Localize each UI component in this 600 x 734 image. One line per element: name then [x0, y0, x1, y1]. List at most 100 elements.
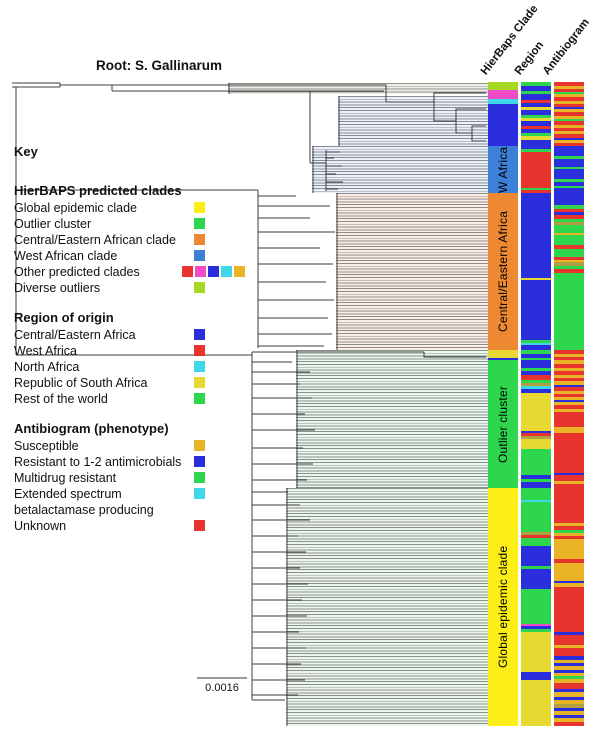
antibiogram-segment [554, 273, 584, 350]
antibiogram-segment [554, 394, 584, 397]
legend-swatch [221, 266, 232, 277]
antibiogram-segment [554, 645, 584, 648]
legend-swatches [194, 202, 205, 213]
tree-tips-band [286, 488, 488, 726]
track-antibiogram [554, 82, 584, 726]
legend: Key HierBAPS predicted clades Global epid… [14, 144, 270, 546]
antibiogram-segment [554, 101, 584, 104]
antibiogram-segment [554, 368, 584, 371]
antibiogram-segment [554, 109, 584, 112]
region-segment [521, 188, 551, 190]
legend-swatch [194, 440, 205, 451]
antibiogram-segment [554, 266, 584, 269]
antibiogram-segment [554, 89, 584, 92]
clade-group-label: Global epidemic clade [496, 545, 510, 669]
legend-swatch [194, 361, 205, 372]
region-segment [521, 371, 551, 375]
antibiogram-segment [554, 663, 584, 666]
legend-item: North Africa [14, 359, 270, 375]
tree-tips-band [296, 350, 488, 488]
clade-segment [488, 99, 518, 104]
legend-swatch [182, 266, 193, 277]
region-segment [521, 439, 551, 449]
antibiogram-segment [554, 583, 584, 587]
region-segment [521, 280, 551, 340]
antibiogram-segment [554, 364, 584, 368]
antibiogram-segment [554, 587, 584, 632]
antibiogram-segment [554, 371, 584, 375]
legend-item-label: West Africa [14, 344, 77, 358]
clade-segment [488, 82, 518, 90]
legend-item: West Africa [14, 343, 270, 359]
region-segment [521, 449, 551, 475]
legend-item-label: Susceptible [14, 439, 79, 453]
region-segment [521, 350, 551, 354]
region-segment [521, 433, 551, 436]
legend-swatches [194, 361, 205, 372]
antibiogram-segment [554, 412, 584, 427]
legend-item: Diverse outliers [14, 280, 270, 296]
region-segment [521, 380, 551, 383]
legend-item-label: West African clade [14, 249, 118, 263]
antibiogram-segment [554, 219, 584, 222]
legend-swatch [194, 250, 205, 261]
antibiogram-segment [554, 140, 584, 143]
antibiogram-segment [554, 700, 584, 704]
region-segment [521, 488, 551, 500]
region-segment [521, 389, 551, 393]
region-segment [521, 103, 551, 107]
clade-segment: Outlier cluster [488, 360, 518, 488]
antibiogram-segment [554, 131, 584, 134]
legend-swatches [194, 329, 205, 340]
tree-tips-band [338, 96, 488, 146]
clade-segment: Central/Eastern Africa [488, 193, 518, 350]
legend-item-label: Global epidemic clade [14, 201, 137, 215]
region-segment [521, 110, 551, 115]
antibiogram-segment [554, 433, 584, 473]
antibiogram-segment [554, 409, 584, 412]
region-segment [521, 375, 551, 380]
legend-swatches [194, 282, 205, 293]
antibiogram-segment [554, 112, 584, 116]
antibiogram-segment [554, 526, 584, 530]
legend-item: Extended spectrum betalactamase producing [14, 486, 270, 518]
root-label: Root: S. Gallinarum [96, 58, 223, 73]
antibiogram-segment [554, 670, 584, 673]
antibiogram-segment [554, 530, 584, 533]
antibiogram-segment [554, 581, 584, 583]
antibiogram-segment [554, 146, 584, 156]
legend-swatch [194, 282, 205, 293]
antibiogram-segment [554, 233, 584, 235]
antibiogram-segment [554, 676, 584, 679]
legend-item: Central/Eastern Africa [14, 327, 270, 343]
antibiogram-segment [554, 143, 584, 146]
region-segment [521, 94, 551, 100]
legend-swatch [208, 266, 219, 277]
antibiogram-segment [554, 539, 584, 559]
antibiogram-segment [554, 391, 584, 394]
antibiogram-segment [554, 138, 584, 140]
clade-segment [488, 104, 518, 146]
region-segment [521, 190, 551, 193]
clade-segment [488, 350, 518, 358]
antibiogram-segment [554, 402, 584, 405]
tree-tips-band [312, 146, 488, 193]
antibiogram-segment [554, 128, 584, 131]
antibiogram-segment [554, 473, 584, 475]
antibiogram-segment [554, 94, 584, 97]
antibiogram-segment [554, 679, 584, 683]
antibiogram-segment [554, 179, 584, 182]
antibiogram-segment [554, 222, 584, 225]
antibiogram-segment [554, 209, 584, 212]
region-segment [521, 672, 551, 680]
legend-swatch [194, 520, 205, 531]
antibiogram-segment [554, 378, 584, 381]
region-segment [521, 383, 551, 386]
antibiogram-segment [554, 405, 584, 409]
legend-item: Global epidemic clade [14, 200, 270, 216]
antibiogram-segment [554, 385, 584, 387]
clade-segment: Global epidemic clade [488, 488, 518, 726]
antibiogram-segment [554, 167, 584, 169]
legend-swatches [194, 456, 205, 467]
antibiogram-segment [554, 715, 584, 718]
